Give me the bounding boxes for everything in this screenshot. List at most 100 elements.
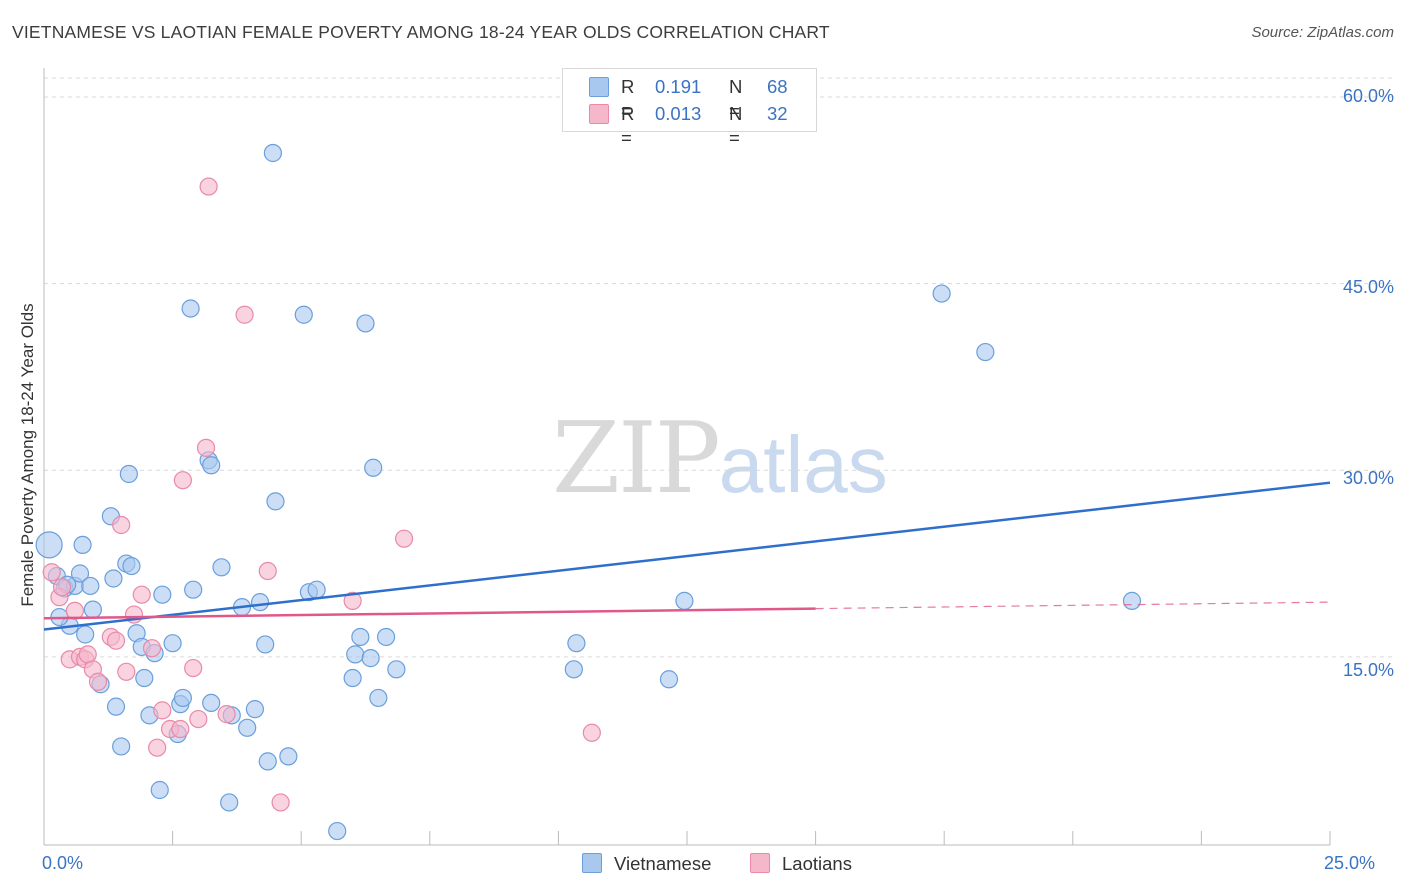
y-tick-label: 60.0% xyxy=(1342,86,1394,106)
vietnamese-point xyxy=(150,780,169,800)
vietnamese-point xyxy=(328,821,347,841)
vietnamese-point xyxy=(564,660,583,679)
bottom-legend-swatch-vietnamese xyxy=(582,853,602,873)
vietnamese-point xyxy=(976,342,995,362)
laotians-point xyxy=(171,719,190,739)
vietnamese-trend-line xyxy=(43,481,1331,631)
laotians-point xyxy=(106,631,126,650)
vietnamese-point xyxy=(112,737,131,756)
laotians-point xyxy=(52,578,72,597)
laotians-point xyxy=(88,672,108,691)
vietnamese-point xyxy=(104,569,123,588)
legend-r-value: 0.013 xyxy=(655,103,702,124)
vietnamese-point xyxy=(163,634,182,653)
laotians-point xyxy=(196,438,216,457)
legend-n-label: N = xyxy=(729,76,743,121)
vietnamese-point xyxy=(119,464,138,484)
vietnamese-point xyxy=(932,284,951,303)
laotians-point xyxy=(42,563,61,582)
vietnamese-point xyxy=(279,747,298,766)
vietnamese-point xyxy=(153,585,172,604)
x-tick-label: 0.0% xyxy=(42,853,84,873)
vietnamese-point xyxy=(81,576,100,596)
laotians-trend-line-extension xyxy=(815,601,1331,610)
bottom-legend-swatch-laotians xyxy=(750,853,770,873)
laotians-point xyxy=(235,305,254,324)
vietnamese-point xyxy=(173,688,192,708)
bottom-legend-label: Laotians xyxy=(782,853,852,874)
laotians-trend-line xyxy=(43,607,816,620)
laotians-point xyxy=(142,639,162,658)
vietnamese-point xyxy=(202,693,221,713)
source-label: Source: ZipAtlas.com xyxy=(1251,24,1394,41)
legend-n-value: 68 xyxy=(767,76,788,97)
laotians-point xyxy=(258,561,277,581)
vietnamese-point xyxy=(245,700,265,719)
vietnamese-point xyxy=(659,670,679,689)
vietnamese-point xyxy=(263,143,283,163)
vietnamese-point xyxy=(220,793,239,812)
laotians-point xyxy=(582,723,601,742)
vietnamese-point xyxy=(351,627,370,647)
vietnamese-point xyxy=(76,625,95,644)
x-tick-label: 25.0% xyxy=(1324,853,1376,873)
laotians-point xyxy=(199,177,218,196)
vietnamese-point xyxy=(106,697,126,716)
laotians-point xyxy=(148,738,167,757)
vietnamese-point xyxy=(73,535,92,555)
vietnamese-point xyxy=(387,660,406,679)
y-tick-label: 15.0% xyxy=(1342,660,1394,680)
laotians-point xyxy=(132,585,151,604)
legend-r-label: R = xyxy=(621,76,635,121)
laotians-point xyxy=(271,793,290,812)
vietnamese-point xyxy=(202,456,221,475)
legend-r-label: R = xyxy=(621,103,635,148)
legend-r-value: 0.191 xyxy=(655,76,702,97)
legend-swatch-vietnamese xyxy=(589,77,609,97)
vietnamese-point xyxy=(369,688,388,708)
y-tick-label: 45.0% xyxy=(1342,277,1394,297)
vietnamese-point xyxy=(356,314,375,333)
vietnamese-point xyxy=(675,591,694,610)
vietnamese-point xyxy=(343,668,362,688)
laotians-point xyxy=(65,601,84,620)
vietnamese-point xyxy=(361,649,380,668)
laotians-point xyxy=(153,701,172,720)
y-tick-label: 30.0% xyxy=(1342,468,1394,488)
vietnamese-point xyxy=(294,305,313,324)
laotians-point xyxy=(394,529,414,548)
vietnamese-point xyxy=(70,564,90,583)
vietnamese-point xyxy=(135,668,154,688)
vietnamese-point xyxy=(258,752,277,771)
vietnamese-point xyxy=(266,492,285,511)
vietnamese-point xyxy=(346,645,365,664)
bottom-legend-label: Vietnamese xyxy=(614,853,712,874)
laotians-point xyxy=(189,709,208,729)
laotians-point xyxy=(217,705,236,724)
vietnamese-point xyxy=(184,580,203,599)
y-axis-label: Female Poverty Among 18-24 Year Olds xyxy=(18,303,37,607)
chart-title: VIETNAMESE VS LAOTIAN FEMALE POVERTY AMO… xyxy=(12,22,830,42)
vietnamese-point xyxy=(376,627,396,647)
vietnamese-point xyxy=(364,458,383,477)
legend-n-label: N = xyxy=(729,103,743,148)
laotians-point xyxy=(343,591,362,610)
vietnamese-point xyxy=(83,600,102,619)
legend: R = 0.191 N = 68 R = 0.013 N = 32 xyxy=(562,68,817,148)
vietnamese-point xyxy=(250,593,270,612)
vietnamese-point xyxy=(181,299,200,318)
vietnamese-point xyxy=(256,635,275,654)
vietnamese-point xyxy=(567,634,586,653)
vietnamese-point xyxy=(307,580,326,599)
laotians-point xyxy=(173,471,192,490)
laotians-point xyxy=(117,662,136,681)
vietnamese-point xyxy=(1122,591,1142,610)
laotians-point xyxy=(184,658,203,678)
watermark: ZIPatlas xyxy=(552,402,888,516)
laotians-point xyxy=(112,515,131,535)
watermark-atlas: atlas xyxy=(718,420,888,509)
watermark-zip: ZIP xyxy=(552,402,721,516)
legend-n-value: 32 xyxy=(767,103,788,124)
vietnamese-point xyxy=(212,558,231,577)
